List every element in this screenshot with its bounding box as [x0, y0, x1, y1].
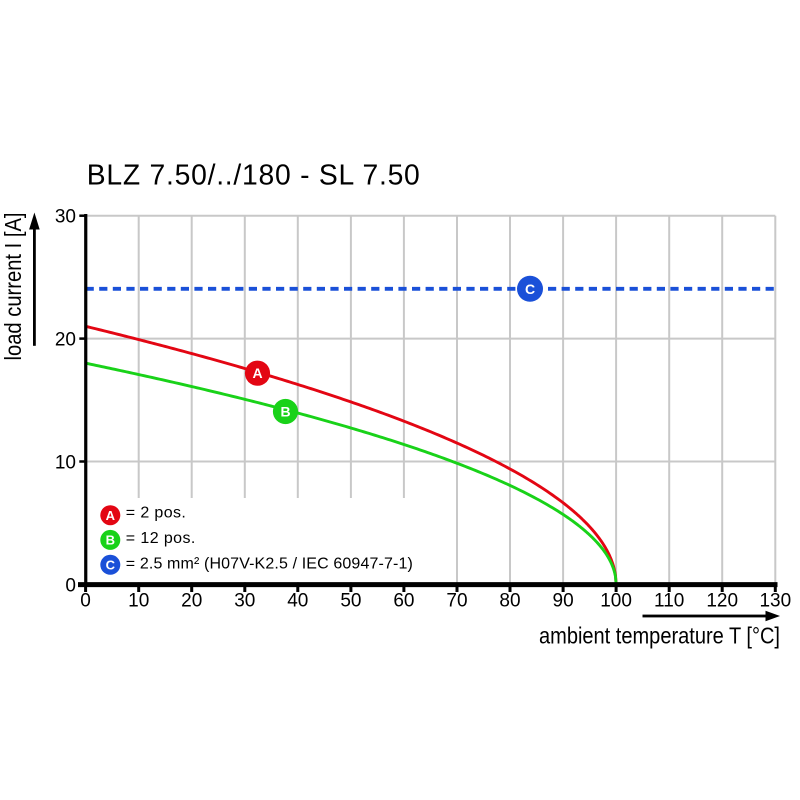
svg-text:80: 80 — [499, 591, 520, 612]
svg-text:ambient temperature T [°C]: ambient temperature T [°C] — [539, 623, 780, 649]
svg-text:50: 50 — [340, 591, 361, 612]
svg-text:0: 0 — [80, 591, 91, 612]
svg-text:= 2.5 mm² (H07V-K2.5 / IEC 609: = 2.5 mm² (H07V-K2.5 / IEC 60947-7-1) — [126, 556, 413, 573]
svg-text:BLZ 7.50/../180 - SL 7.50: BLZ 7.50/../180 - SL 7.50 — [87, 159, 420, 191]
svg-text:130: 130 — [759, 591, 791, 612]
svg-text:70: 70 — [446, 591, 467, 612]
svg-text:A: A — [252, 365, 262, 381]
svg-text:A: A — [106, 508, 116, 523]
svg-text:30: 30 — [234, 591, 255, 612]
svg-text:100: 100 — [600, 591, 632, 612]
svg-text:20: 20 — [181, 591, 202, 612]
svg-text:20: 20 — [55, 330, 76, 351]
svg-text:10: 10 — [128, 591, 149, 612]
svg-text:= 12 pos.: = 12 pos. — [126, 530, 196, 547]
svg-text:120: 120 — [706, 591, 738, 612]
svg-text:0: 0 — [65, 575, 76, 596]
svg-text:30: 30 — [55, 207, 76, 228]
svg-text:C: C — [106, 558, 116, 573]
svg-text:110: 110 — [654, 591, 684, 612]
svg-text:B: B — [106, 533, 115, 548]
svg-text:60: 60 — [393, 591, 414, 612]
svg-text:= 2 pos.: = 2 pos. — [126, 505, 186, 522]
svg-text:load current I [A]: load current I [A] — [0, 213, 26, 361]
svg-text:90: 90 — [553, 591, 574, 612]
svg-text:B: B — [280, 404, 290, 420]
svg-text:10: 10 — [55, 453, 76, 474]
svg-text:40: 40 — [287, 591, 308, 612]
svg-text:C: C — [525, 281, 535, 297]
